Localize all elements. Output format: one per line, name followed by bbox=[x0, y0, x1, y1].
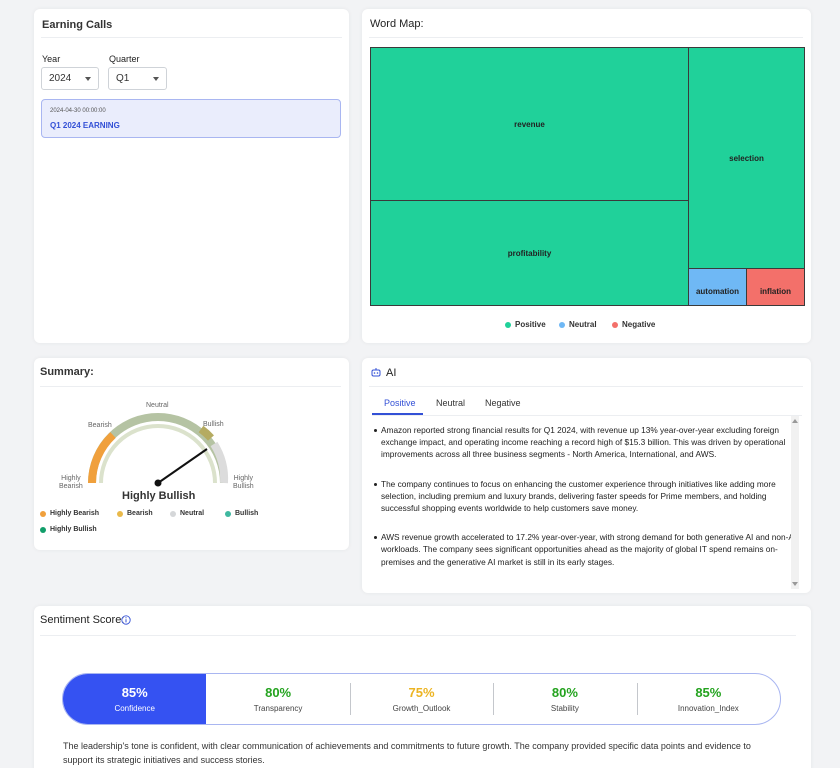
legend-negative[interactable]: Negative bbox=[612, 320, 655, 329]
treemap-cell-profitability[interactable]: profitability bbox=[370, 200, 689, 306]
sentiment-score-panel: Sentiment Score: 85% Confidence 80% Tran… bbox=[34, 606, 811, 768]
gauge-label-neutral: Neutral bbox=[146, 402, 169, 409]
summary-legend-bearish[interactable]: Bearish bbox=[117, 510, 153, 517]
legend-dot-negative bbox=[612, 321, 618, 328]
info-icon[interactable] bbox=[121, 615, 131, 625]
legend-dot-neutral bbox=[559, 321, 565, 328]
gauge-value-label: Highly Bullish bbox=[122, 490, 196, 502]
word-map-title: Word Map: bbox=[370, 18, 424, 30]
ai-panel: AI Positive Neutral Negative Amazon repo… bbox=[362, 358, 811, 593]
gauge-bullish-arc bbox=[198, 425, 214, 441]
quarter-select[interactable]: Q1 bbox=[108, 67, 167, 90]
chevron-down-icon bbox=[85, 77, 91, 81]
legend-dot-highly-bullish bbox=[40, 526, 46, 533]
score-value: 85% bbox=[121, 685, 148, 700]
tab-negative[interactable]: Negative bbox=[485, 398, 521, 408]
ai-title: AI bbox=[386, 367, 397, 379]
earning-calls-title: Earning Calls bbox=[42, 19, 113, 31]
gauge-right-arc bbox=[210, 441, 229, 484]
treemap-cell-revenue[interactable]: revenue bbox=[370, 47, 689, 201]
legend-label-negative: Negative bbox=[622, 320, 656, 329]
sentiment-divider bbox=[40, 635, 796, 636]
sentiment-description: The leadership's tone is confident, with… bbox=[63, 741, 751, 765]
score-value: 85% bbox=[695, 685, 722, 700]
treemap-cell-inflation[interactable]: inflation bbox=[746, 268, 805, 306]
summary-legend-highly-bearish[interactable]: Highly Bearish bbox=[40, 510, 99, 517]
summary-legend-highly-bullish[interactable]: Highly Bullish bbox=[40, 526, 97, 533]
word-map-panel: Word Map: revenue profitability selectio… bbox=[362, 9, 811, 343]
legend-dot-bearish bbox=[117, 510, 123, 517]
chevron-down-icon bbox=[153, 77, 159, 81]
tab-neutral[interactable]: Neutral bbox=[436, 398, 466, 408]
gauge-needle-pivot bbox=[154, 479, 162, 487]
score-confidence: 85% Confidence bbox=[63, 674, 207, 724]
sentiment-score-bar: 85% Confidence 80% Transparency 75% Grow… bbox=[62, 673, 781, 725]
ai-bullet-list: Amazon reported strong financial results… bbox=[374, 424, 798, 585]
gauge-label-bullish: Bullish bbox=[203, 421, 224, 428]
active-tab-indicator bbox=[372, 413, 423, 415]
score-label: Confidence bbox=[114, 704, 155, 713]
legend-label-highly-bullish: Highly Bullish bbox=[50, 526, 97, 533]
tab-positive[interactable]: Positive bbox=[384, 398, 416, 408]
score-value: 75% bbox=[408, 685, 435, 700]
earning-call-name: Q1 2024 EARNING bbox=[50, 121, 120, 130]
summary-legend-bullish[interactable]: Bullish bbox=[225, 510, 258, 517]
year-select-value: 2024 bbox=[49, 73, 72, 84]
legend-label-bearish: Bearish bbox=[127, 510, 153, 517]
quarter-select-value: Q1 bbox=[116, 73, 130, 84]
legend-dot-neutral bbox=[170, 510, 176, 517]
gauge-label-bearish: Bearish bbox=[88, 422, 112, 429]
treemap-cell-selection[interactable]: selection bbox=[688, 47, 805, 269]
score-growth-outlook: 75% Growth_Outlook bbox=[349, 674, 493, 724]
earning-calls-divider bbox=[41, 37, 342, 38]
ai-scrollbar[interactable] bbox=[791, 416, 799, 589]
legend-dot-positive bbox=[505, 321, 511, 328]
score-transparency: 80% Transparency bbox=[206, 674, 349, 724]
scroll-down-icon[interactable] bbox=[792, 582, 798, 586]
score-innovation-index: 85% Innovation_Index bbox=[636, 674, 780, 724]
quarter-label: Quarter bbox=[109, 54, 140, 64]
score-value: 80% bbox=[551, 685, 578, 700]
gauge-label-highly-bearish: Highly Bearish bbox=[59, 475, 83, 490]
score-label: Innovation_Index bbox=[677, 704, 739, 713]
sentiment-title: Sentiment Score: bbox=[40, 614, 125, 626]
summary-title: Summary: bbox=[40, 366, 94, 378]
ai-bullet-item: The company continues to focus on enhanc… bbox=[374, 478, 798, 515]
legend-dot-bullish bbox=[225, 510, 231, 517]
score-value: 80% bbox=[265, 685, 292, 700]
gauge-label-highly-bullish: Highly Bullish bbox=[233, 475, 254, 490]
legend-label-highly-bearish: Highly Bearish bbox=[50, 510, 100, 517]
gauge-inner-band bbox=[99, 424, 217, 484]
ai-bullet-item: Amazon reported strong financial results… bbox=[374, 424, 798, 461]
robot-icon bbox=[371, 368, 381, 377]
ai-divider bbox=[369, 386, 803, 387]
word-map-divider bbox=[369, 37, 803, 38]
treemap-cell-automation[interactable]: automation bbox=[688, 268, 747, 306]
legend-label-neutral: Neutral bbox=[180, 510, 205, 517]
tabs-divider bbox=[372, 415, 802, 416]
earning-call-date: 2024-04-30 00:00:00 bbox=[50, 108, 106, 114]
legend-label-neutral: Neutral bbox=[569, 320, 597, 329]
gauge-bearish-arc bbox=[88, 432, 116, 484]
earning-call-item[interactable]: 2024-04-30 00:00:00 Q1 2024 EARNING bbox=[41, 99, 341, 138]
scroll-up-icon[interactable] bbox=[792, 419, 798, 423]
score-label: Growth_Outlook bbox=[392, 704, 451, 713]
gauge-needle bbox=[157, 448, 208, 484]
score-label: Stability bbox=[550, 704, 579, 713]
legend-positive[interactable]: Positive bbox=[505, 320, 546, 329]
legend-label-bullish: Bullish bbox=[235, 510, 259, 517]
score-label: Transparency bbox=[253, 704, 303, 713]
score-stability: 80% Stability bbox=[493, 674, 636, 724]
legend-label-positive: Positive bbox=[515, 320, 546, 329]
sentiment-gauge bbox=[88, 413, 229, 487]
ai-bullet-item: AWS revenue growth accelerated to 17.2% … bbox=[374, 531, 798, 568]
year-label: Year bbox=[42, 54, 61, 64]
summary-panel: Summary: Neutral Bearish Bullish Highly … bbox=[34, 358, 349, 550]
year-select[interactable]: 2024 bbox=[41, 67, 99, 90]
earning-calls-panel: Earning Calls Year 2024 Quarter Q1 2024-… bbox=[34, 9, 349, 343]
legend-dot-highly-bearish bbox=[40, 510, 46, 517]
summary-legend-neutral[interactable]: Neutral bbox=[170, 510, 204, 517]
summary-divider bbox=[40, 386, 341, 387]
legend-neutral[interactable]: Neutral bbox=[559, 320, 597, 329]
